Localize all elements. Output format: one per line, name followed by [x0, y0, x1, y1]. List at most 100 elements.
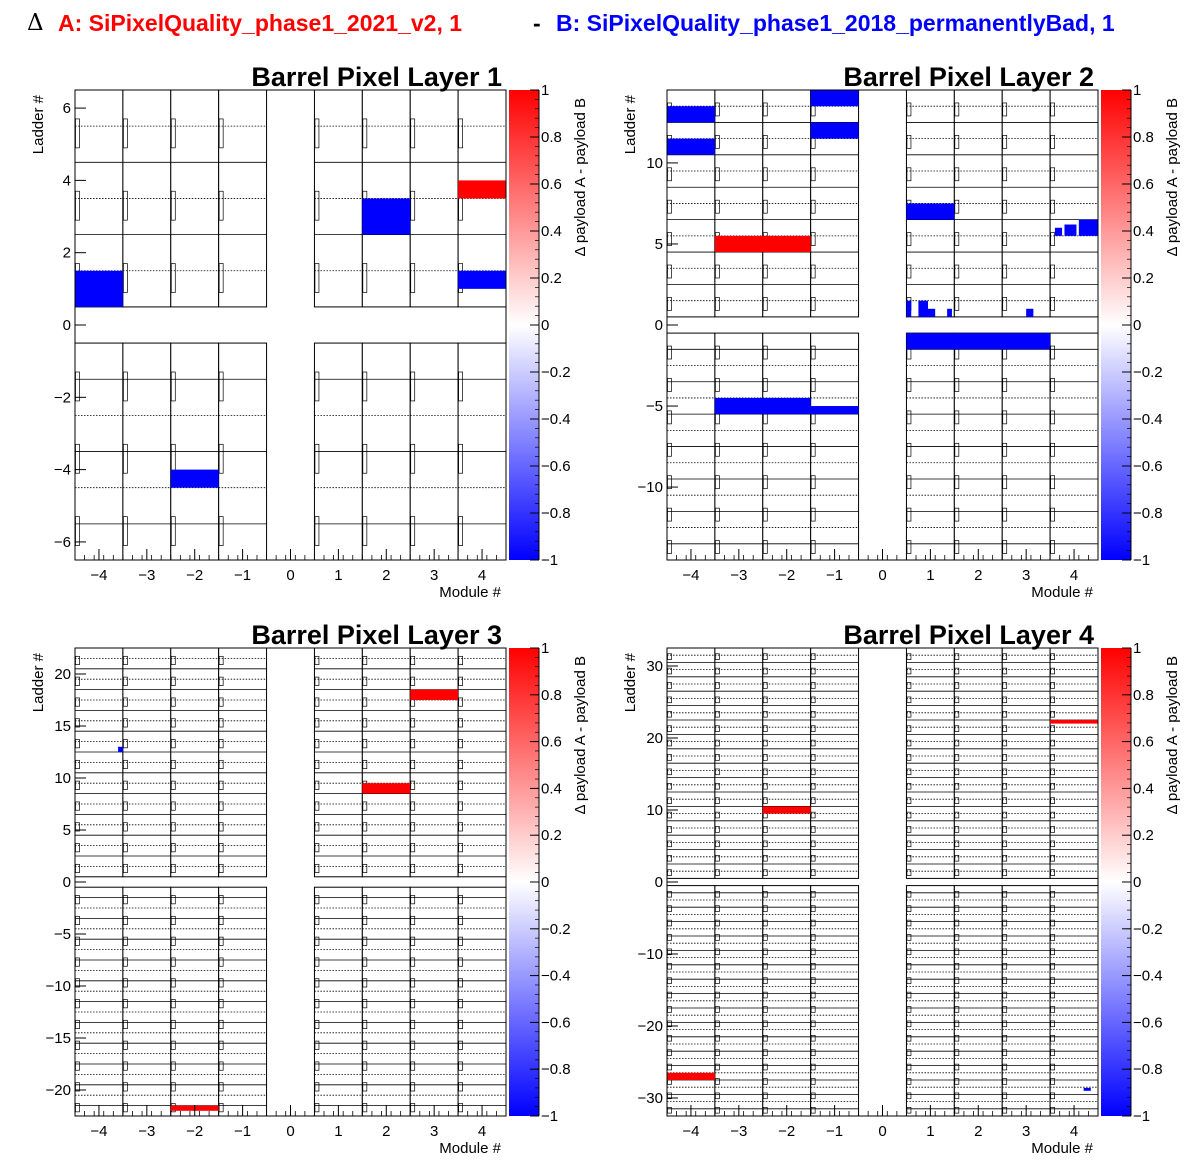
negative-cell: [714, 397, 811, 415]
roc-marker: [123, 863, 128, 873]
roc-marker: [1050, 1092, 1055, 1100]
x-tick-label: 4: [1070, 1123, 1078, 1140]
positive-cell: [410, 689, 459, 700]
roc-marker: [906, 1092, 912, 1100]
roc-marker: [1002, 507, 1008, 522]
roc-marker: [762, 167, 768, 182]
delta-symbol: Δ: [27, 10, 44, 36]
roc-marker: [810, 869, 816, 876]
roc-marker: [762, 378, 768, 392]
colorbar-tick-label: 0.6: [1133, 176, 1154, 193]
roc-marker: [906, 135, 912, 149]
roc-marker: [123, 978, 128, 988]
roc-marker: [1002, 855, 1008, 862]
roc-marker: [170, 843, 176, 853]
roc-marker: [810, 232, 816, 246]
roc-marker: [1050, 442, 1055, 457]
roc-marker: [1050, 826, 1055, 833]
y-axis-label: Ladder #: [30, 652, 47, 712]
roc-marker: [906, 934, 912, 941]
roc-marker: [362, 263, 368, 293]
roc-marker: [954, 963, 960, 970]
roc-marker: [810, 754, 816, 761]
roc-marker: [218, 936, 224, 946]
roc-marker: [218, 443, 224, 474]
roc-marker: [1002, 768, 1008, 776]
roc-marker: [1050, 135, 1055, 149]
x-tick-label: 2: [382, 567, 390, 584]
negative-cell: [810, 90, 859, 107]
roc-marker: [954, 696, 960, 704]
colorbar-tick-label: 0.2: [541, 827, 562, 844]
roc-marker: [314, 1040, 320, 1050]
colorbar-tick-label: 1: [1133, 640, 1141, 657]
roc-marker: [810, 682, 816, 689]
y-tick-label: 4: [63, 172, 71, 189]
roc-marker: [362, 936, 368, 946]
roc-marker: [410, 801, 416, 811]
roc-marker: [170, 822, 176, 832]
roc-marker: [123, 118, 128, 149]
roc-marker: [1050, 811, 1055, 819]
colorbar-tick-label: −0.8: [1133, 505, 1163, 522]
roc-marker: [810, 948, 816, 956]
roc-marker: [762, 725, 768, 732]
roc-marker: [170, 915, 176, 925]
roc-marker: [458, 1061, 463, 1071]
payload-b-title: B: SiPixelQuality_phase1_2018_permanentl…: [556, 10, 1115, 36]
roc-marker: [410, 655, 416, 665]
roc-marker: [715, 754, 720, 761]
roc-marker: [362, 443, 368, 474]
roc-marker: [458, 371, 463, 402]
roc-marker: [362, 739, 368, 749]
y-tick-label: 15: [54, 718, 71, 735]
payload-a-title: A: SiPixelQuality_phase1_2021_v2, 1: [58, 10, 463, 36]
roc-marker: [410, 718, 416, 728]
roc-marker: [762, 963, 768, 970]
roc-marker: [1002, 297, 1008, 311]
x-tick-label: −3: [138, 567, 155, 584]
roc-marker: [715, 378, 720, 392]
roc-marker: [715, 869, 720, 876]
negative-cell: [810, 406, 859, 415]
x-tick-label: −4: [90, 567, 107, 584]
roc-marker: [810, 297, 816, 311]
roc-marker: [810, 475, 816, 490]
roc-marker: [906, 653, 912, 660]
colorbar-tick-label: 0.2: [1133, 270, 1154, 287]
roc-marker: [1050, 297, 1055, 311]
roc-marker: [906, 869, 912, 876]
roc-marker: [810, 963, 816, 970]
roc-marker: [1002, 811, 1008, 819]
roc-marker: [1050, 232, 1055, 246]
roc-marker: [1050, 507, 1055, 522]
roc-marker: [410, 843, 416, 853]
y-tick-label: −20: [46, 1082, 71, 1099]
negative-cell: [1064, 224, 1077, 236]
roc-marker: [954, 102, 960, 117]
roc-marker: [1002, 891, 1008, 898]
roc-marker: [458, 739, 463, 749]
roc-marker: [762, 1049, 768, 1056]
roc-marker: [810, 797, 816, 804]
roc-marker: [170, 190, 176, 221]
negative-cell: [927, 308, 936, 317]
colorbar-tick-label: 0.4: [1133, 780, 1154, 797]
roc-marker: [1050, 725, 1055, 732]
roc-marker: [954, 167, 960, 182]
roc-marker: [810, 783, 816, 790]
roc-marker: [954, 919, 960, 927]
roc-marker: [954, 768, 960, 776]
roc-marker: [218, 1103, 224, 1113]
roc-marker: [715, 991, 720, 999]
roc-marker: [762, 855, 768, 862]
x-tick-label: 1: [334, 567, 342, 584]
roc-marker: [762, 754, 768, 761]
roc-marker: [170, 263, 176, 293]
x-tick-label: −1: [234, 1123, 251, 1140]
roc-marker: [810, 1092, 816, 1100]
roc-marker: [362, 118, 368, 149]
roc-marker: [810, 167, 816, 182]
roc-marker: [1050, 891, 1055, 898]
roc-marker: [954, 1049, 960, 1056]
